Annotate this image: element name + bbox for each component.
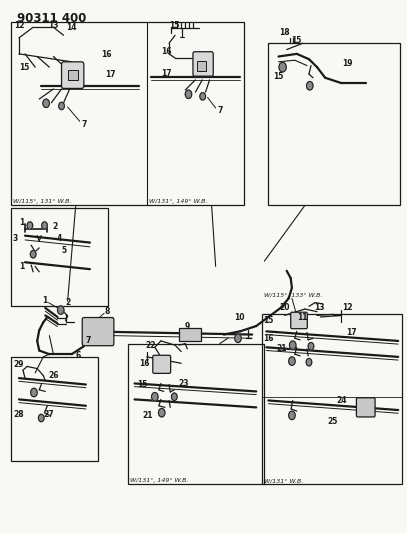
Circle shape bbox=[30, 251, 36, 258]
Text: 24: 24 bbox=[336, 396, 347, 405]
Text: 15: 15 bbox=[274, 71, 284, 80]
FancyBboxPatch shape bbox=[193, 52, 213, 76]
Text: 13: 13 bbox=[48, 21, 59, 30]
Circle shape bbox=[27, 222, 33, 229]
Bar bbox=[68, 70, 78, 80]
Bar bbox=[11, 22, 244, 205]
Text: 17: 17 bbox=[161, 69, 171, 78]
Text: 3: 3 bbox=[12, 235, 18, 244]
Circle shape bbox=[200, 93, 206, 100]
Circle shape bbox=[43, 99, 49, 108]
Text: 27: 27 bbox=[43, 410, 54, 419]
Text: 16: 16 bbox=[101, 51, 112, 59]
Text: 15: 15 bbox=[291, 36, 302, 45]
Text: 16: 16 bbox=[161, 47, 171, 55]
Circle shape bbox=[235, 334, 241, 343]
Text: 14: 14 bbox=[66, 23, 77, 32]
Text: 21: 21 bbox=[142, 411, 153, 420]
Circle shape bbox=[306, 359, 312, 366]
Bar bbox=[263, 314, 402, 484]
Text: 2: 2 bbox=[53, 222, 58, 231]
Text: 15: 15 bbox=[169, 21, 179, 30]
Bar bbox=[11, 357, 98, 461]
FancyBboxPatch shape bbox=[357, 398, 375, 417]
Text: 4: 4 bbox=[57, 235, 62, 244]
Text: 1: 1 bbox=[42, 296, 47, 305]
Text: 25: 25 bbox=[327, 417, 338, 426]
Text: 22: 22 bbox=[146, 341, 156, 350]
Text: 8: 8 bbox=[104, 306, 109, 316]
Bar bbox=[197, 61, 206, 71]
Text: 18: 18 bbox=[279, 28, 290, 37]
Text: 12: 12 bbox=[342, 303, 353, 312]
Text: 28: 28 bbox=[13, 410, 24, 419]
Text: 13: 13 bbox=[314, 303, 324, 312]
Bar bbox=[11, 208, 108, 306]
Circle shape bbox=[308, 343, 314, 350]
Text: W/131° W.B.: W/131° W.B. bbox=[263, 479, 303, 483]
Text: 10: 10 bbox=[234, 312, 245, 321]
Circle shape bbox=[42, 222, 47, 229]
FancyBboxPatch shape bbox=[61, 62, 84, 88]
Text: 5: 5 bbox=[61, 246, 66, 255]
Text: 90311 400: 90311 400 bbox=[17, 12, 86, 26]
Text: 21: 21 bbox=[276, 344, 287, 353]
FancyBboxPatch shape bbox=[291, 312, 307, 329]
Circle shape bbox=[289, 411, 295, 419]
Text: 16: 16 bbox=[140, 359, 150, 368]
Text: 1: 1 bbox=[19, 262, 24, 271]
FancyBboxPatch shape bbox=[153, 356, 171, 373]
Circle shape bbox=[57, 306, 64, 314]
Text: 15: 15 bbox=[263, 316, 274, 325]
Text: W/131°, 149° W.B.: W/131°, 149° W.B. bbox=[130, 479, 188, 483]
FancyBboxPatch shape bbox=[82, 318, 114, 346]
Text: 7: 7 bbox=[217, 106, 222, 115]
Text: W/131°, 149° W.B.: W/131°, 149° W.B. bbox=[149, 199, 207, 204]
Text: 17: 17 bbox=[346, 328, 357, 337]
Text: 11: 11 bbox=[298, 312, 308, 321]
Text: W/115°, 131° W.B.: W/115°, 131° W.B. bbox=[13, 199, 71, 204]
Circle shape bbox=[31, 388, 37, 397]
Circle shape bbox=[289, 357, 295, 366]
Circle shape bbox=[171, 393, 177, 400]
Circle shape bbox=[289, 341, 296, 350]
Text: 29: 29 bbox=[14, 360, 24, 369]
Text: 7: 7 bbox=[85, 336, 91, 345]
Circle shape bbox=[306, 82, 313, 90]
Circle shape bbox=[185, 90, 192, 99]
Text: 23: 23 bbox=[178, 379, 188, 388]
Text: 2: 2 bbox=[65, 298, 70, 307]
Text: 26: 26 bbox=[48, 371, 59, 380]
Text: 1: 1 bbox=[19, 219, 24, 228]
Text: 16: 16 bbox=[263, 334, 274, 343]
Bar bbox=[179, 328, 201, 341]
Circle shape bbox=[158, 408, 165, 417]
Circle shape bbox=[59, 102, 64, 110]
Circle shape bbox=[151, 392, 158, 401]
Text: 7: 7 bbox=[81, 119, 87, 128]
Circle shape bbox=[279, 62, 286, 72]
Text: 15: 15 bbox=[137, 380, 147, 389]
Text: 20: 20 bbox=[279, 303, 290, 312]
Text: 6: 6 bbox=[75, 351, 81, 360]
Text: 15: 15 bbox=[19, 63, 29, 71]
Text: 12: 12 bbox=[14, 21, 24, 30]
Circle shape bbox=[38, 414, 44, 422]
Bar bbox=[129, 344, 264, 484]
Text: 17: 17 bbox=[105, 70, 116, 78]
Bar bbox=[268, 43, 400, 205]
Text: 9: 9 bbox=[185, 321, 190, 330]
Text: W/115°, 133° W.B.: W/115°, 133° W.B. bbox=[263, 293, 322, 298]
Text: 19: 19 bbox=[342, 59, 353, 68]
